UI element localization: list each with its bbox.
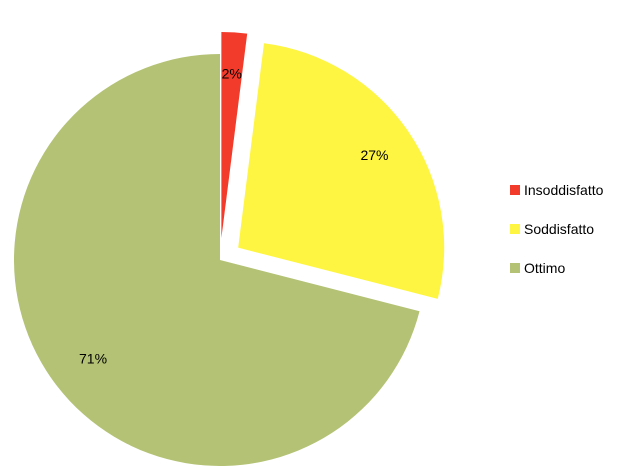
data-label-soddisfatto: 27% (360, 147, 388, 163)
legend-swatch (510, 185, 520, 195)
legend-label: Insoddisfatto (524, 182, 604, 198)
data-label-ottimo: 71% (79, 350, 107, 366)
legend-item-insoddisfatto: Insoddisfatto (510, 180, 603, 200)
legend-item-soddisfatto: Soddisfatto (510, 219, 603, 239)
pie-slice-soddisfatto (238, 43, 445, 299)
legend-swatch (510, 224, 520, 234)
legend-label: Soddisfatto (524, 221, 595, 237)
pie-slice-insoddisfatto (221, 32, 248, 239)
pie-data-labels: 2% 27% 71% (79, 66, 388, 367)
pie-slices (13, 32, 445, 466)
legend-swatch (510, 263, 520, 273)
data-label-insoddisfatto: 2% (222, 66, 242, 82)
legend-item-ottimo: Ottimo (510, 258, 603, 278)
legend: Insoddisfatto Soddisfatto Ottimo (510, 180, 603, 297)
legend-label: Ottimo (524, 260, 566, 276)
pie-slice-ottimo (13, 54, 420, 466)
